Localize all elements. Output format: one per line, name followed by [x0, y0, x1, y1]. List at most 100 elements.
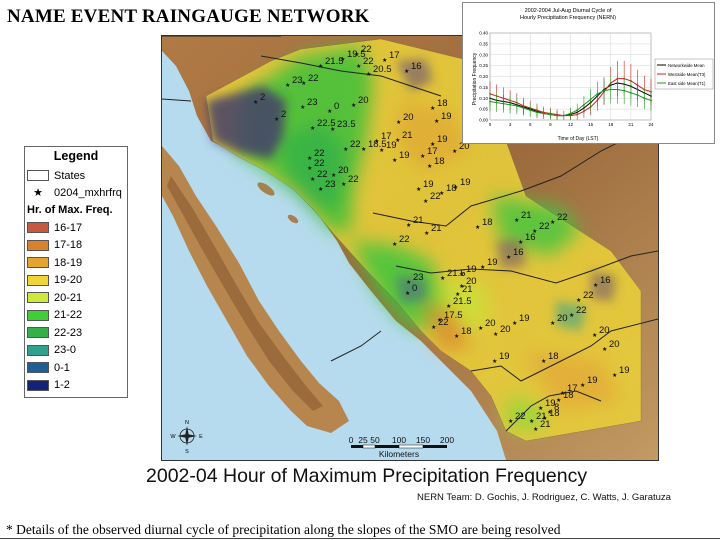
- station-star-icon: ★: [340, 56, 345, 63]
- inset-data-point: [623, 89, 626, 92]
- station: ★ 16: [518, 232, 536, 246]
- inset-y-tick: 0.25: [479, 63, 488, 68]
- station-star-icon: ★: [404, 68, 409, 75]
- station: ★ 22: [343, 139, 361, 153]
- station-star-icon: ★: [343, 146, 348, 153]
- station: ★ 19: [492, 351, 510, 365]
- station: ★ 19: [459, 264, 477, 278]
- inset-data-point: [562, 114, 565, 117]
- station: ★ 20: [592, 325, 610, 339]
- station-label: 19: [519, 313, 530, 324]
- station-star-icon: ★: [475, 224, 480, 231]
- station-label: 22: [438, 317, 449, 328]
- station: ★ 21.5: [440, 268, 466, 282]
- station-star-icon: ★: [542, 415, 547, 422]
- inset-y-tick: 0.00: [479, 118, 488, 123]
- inset-data-point: [650, 99, 652, 102]
- station-star-icon: ★: [492, 358, 497, 365]
- inset-x-tick: 15: [588, 122, 594, 127]
- inset-legend-entry: East side Mean(T1): [668, 81, 706, 86]
- station: ★ 16: [593, 275, 611, 289]
- station-star-icon: ★: [452, 148, 457, 155]
- inset-data-point: [556, 114, 558, 117]
- station: ★ 22: [423, 191, 441, 205]
- station-label: 20: [338, 165, 349, 176]
- station: ★ 18: [427, 156, 445, 170]
- station: ★ 19: [392, 150, 410, 164]
- station: ★ 17: [420, 146, 438, 160]
- station: ★ 22: [354, 44, 372, 58]
- station: ★ 19: [480, 257, 498, 271]
- station: ★ 18: [439, 183, 457, 197]
- station-star-icon: ★: [506, 254, 511, 261]
- legend-class-label: 17-18: [54, 239, 83, 251]
- baja-peninsula: [162, 146, 349, 433]
- station: ★ 18: [556, 390, 574, 404]
- station-label: 16: [600, 275, 611, 286]
- legend-class-row: 0-1: [27, 361, 70, 374]
- legend-class-swatch: [27, 309, 49, 321]
- inset-data-point: [596, 93, 599, 95]
- station-star-icon: ★: [300, 104, 305, 111]
- station-label: 21.5: [325, 56, 344, 67]
- station: ★ 18: [454, 326, 472, 340]
- station: ★ 20: [459, 276, 477, 290]
- station: ★ 22: [550, 212, 568, 226]
- station-star-icon: ★: [392, 241, 397, 248]
- station-star-icon: ★: [569, 312, 574, 319]
- station-star-icon: ★: [560, 390, 565, 397]
- station-label: 19: [460, 177, 471, 188]
- inset-data-point: [629, 91, 632, 94]
- inset-data-point: [502, 102, 505, 105]
- island: [287, 214, 299, 224]
- station-label: 19: [466, 264, 477, 275]
- legend-class-label: 16-17: [54, 221, 83, 234]
- station: ★ 22: [576, 290, 594, 304]
- station: ★ 22: [341, 174, 359, 188]
- inset-legend-entry: Networkwide Mean: [668, 63, 705, 68]
- station-label: 19: [441, 111, 452, 122]
- station-label: 21: [462, 284, 473, 295]
- station-label: 19: [587, 375, 598, 386]
- station-star-icon: ★: [459, 271, 464, 278]
- page-title: NAME EVENT RAINGAUGE NETWORK: [7, 6, 370, 27]
- station: ★ 23: [285, 75, 303, 89]
- station-label: 22: [576, 305, 587, 316]
- inset-x-tick: 21: [628, 122, 634, 127]
- station-star-icon: ★: [416, 186, 421, 193]
- station: ★ 20: [452, 141, 470, 155]
- precip-frequency-overlay: [205, 38, 642, 442]
- station-star-icon: ★: [434, 118, 439, 125]
- legend-points-row: ★ 0204_mxhrfrq: [27, 186, 122, 200]
- station: ★ 17: [560, 383, 578, 397]
- inset-x-tick: 3: [509, 122, 512, 127]
- station-label: 16: [525, 232, 536, 243]
- station-star-icon: ★: [508, 418, 513, 425]
- station: ★ 22: [431, 317, 449, 331]
- station-label: 21.5: [447, 268, 466, 279]
- station: ★ 20: [493, 324, 511, 338]
- station-star-icon: ★: [541, 358, 546, 365]
- station-star-icon: ★: [550, 320, 555, 327]
- inset-data-point: [643, 97, 646, 100]
- inset-data-point: [583, 103, 585, 106]
- station: ★ 19: [430, 134, 448, 148]
- inset-x-tick: 12: [568, 122, 574, 127]
- station: ★ 19: [416, 179, 434, 193]
- legend-class-row: 1-2: [27, 379, 70, 392]
- station: ★ 22: [356, 56, 374, 70]
- inset-y-tick: 0.40: [479, 31, 488, 36]
- station: ★ 8: [547, 402, 559, 416]
- station-label: 16: [513, 247, 524, 258]
- diurnal-cycle-inset-chart: 2002-2004 Jul-Aug Diurnal Cycle of Hourl…: [462, 2, 715, 144]
- station-star-icon: ★: [439, 190, 444, 197]
- legend-class-label: 0-1: [54, 361, 70, 374]
- inset-data-point: [489, 100, 491, 103]
- inset-y-tick: 0.30: [479, 52, 488, 57]
- station-label: 18: [434, 156, 445, 167]
- inset-y-tick: 0.20: [479, 74, 488, 79]
- station: ★ 19: [434, 111, 452, 125]
- station-label: 22: [515, 411, 526, 422]
- station-label: 21: [521, 210, 532, 221]
- inset-y-tick: 0.15: [479, 85, 488, 90]
